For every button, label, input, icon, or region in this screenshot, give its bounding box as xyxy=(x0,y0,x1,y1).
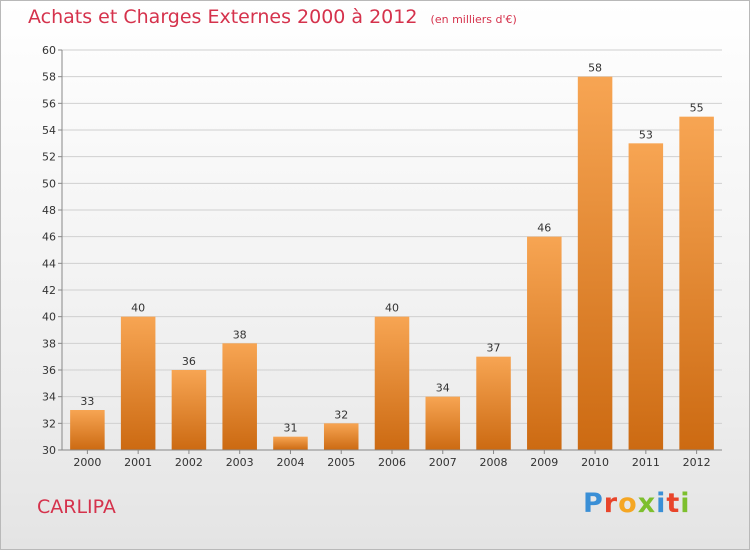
y-tick-label: 52 xyxy=(42,151,56,164)
bar-2009 xyxy=(527,236,562,450)
logo-letter: i xyxy=(656,488,667,519)
y-tick-label: 32 xyxy=(42,417,56,430)
bar-2000 xyxy=(70,410,105,450)
data-label-2011: 53 xyxy=(639,128,653,141)
y-tick-label: 44 xyxy=(42,257,56,270)
logo-letter: P xyxy=(583,488,604,519)
bar-2011 xyxy=(628,143,664,451)
x-tick-label-2000: 2000 xyxy=(73,456,101,469)
x-tick-label-2001: 2001 xyxy=(124,456,152,469)
bar-2004 xyxy=(273,436,308,450)
data-label-2008: 37 xyxy=(487,342,501,355)
y-tick-label: 56 xyxy=(42,97,56,110)
x-tick-label-2004: 2004 xyxy=(276,456,304,469)
x-tick-label-2007: 2007 xyxy=(429,456,457,469)
data-label-2006: 40 xyxy=(385,302,399,315)
place-name: CARLIPA xyxy=(37,496,116,518)
y-tick-label: 40 xyxy=(42,311,56,324)
data-label-2001: 40 xyxy=(131,302,145,315)
data-label-2009: 46 xyxy=(537,222,551,235)
y-axis: 30 32 34 36 38 40 42 44 46 48 50 52 54 56 58 60 xyxy=(42,44,63,457)
data-label-2010: 58 xyxy=(588,62,602,75)
x-tick-label-2011: 2011 xyxy=(632,456,660,469)
logo-letter: r xyxy=(603,488,619,519)
y-tick-label: 46 xyxy=(42,231,56,244)
y-tick-label: 34 xyxy=(42,391,56,404)
bar-2002 xyxy=(171,370,207,450)
bars: 33 40 36 38 31 32 40 34 37 46 58 53 55 xyxy=(70,62,714,451)
data-label-2000: 33 xyxy=(80,395,94,408)
y-tick-label: 38 xyxy=(42,337,56,350)
x-tick-label-2012: 2012 xyxy=(683,456,711,469)
bar-2001 xyxy=(120,316,156,450)
data-label-2012: 55 xyxy=(690,102,704,115)
data-label-2002: 36 xyxy=(182,355,196,368)
y-tick-label: 58 xyxy=(42,71,56,84)
chart-title: Achats et Charges Externes 2000 à 2012 (… xyxy=(28,6,517,28)
bar-2003 xyxy=(222,343,257,450)
x-tick-label-2005: 2005 xyxy=(327,456,355,469)
bar-2007 xyxy=(425,396,461,450)
data-label-2004: 31 xyxy=(283,422,297,435)
x-axis: 2000 2001 2002 2003 2004 2005 2006 2007 2008 2009… xyxy=(62,449,722,469)
data-label-2003: 38 xyxy=(233,328,247,341)
y-tick-label: 54 xyxy=(42,124,56,137)
proxiti-logo: Proxiti xyxy=(583,488,691,519)
x-tick-label-2006: 2006 xyxy=(378,456,406,469)
x-tick-label-2009: 2009 xyxy=(530,456,558,469)
logo-letter: x xyxy=(637,488,657,519)
x-tick-label-2008: 2008 xyxy=(480,456,508,469)
data-label-2005: 32 xyxy=(334,408,348,421)
logo-letter: o xyxy=(618,488,638,519)
chart-title-unit: (en milliers d'€) xyxy=(430,13,517,26)
x-tick-label-2003: 2003 xyxy=(226,456,254,469)
bar-2008 xyxy=(476,356,511,450)
y-tick-label: 36 xyxy=(42,364,56,377)
bar-2005 xyxy=(323,423,359,450)
chart-title-main: Achats et Charges Externes 2000 à 2012 xyxy=(28,6,418,28)
y-tick-label: 42 xyxy=(42,284,56,297)
y-tick-label: 50 xyxy=(42,177,56,190)
logo-letter: t xyxy=(666,488,681,519)
data-label-2007: 34 xyxy=(436,382,450,395)
x-tick-label-2010: 2010 xyxy=(581,456,609,469)
bar-2010 xyxy=(577,76,613,451)
bar-2012 xyxy=(679,116,714,451)
logo-letter: i xyxy=(680,488,691,519)
y-tick-label: 48 xyxy=(42,204,56,217)
y-tick-label: 30 xyxy=(42,444,56,457)
bar-2006 xyxy=(374,316,410,450)
x-tick-label-2002: 2002 xyxy=(175,456,203,469)
y-tick-label: 60 xyxy=(42,44,56,57)
